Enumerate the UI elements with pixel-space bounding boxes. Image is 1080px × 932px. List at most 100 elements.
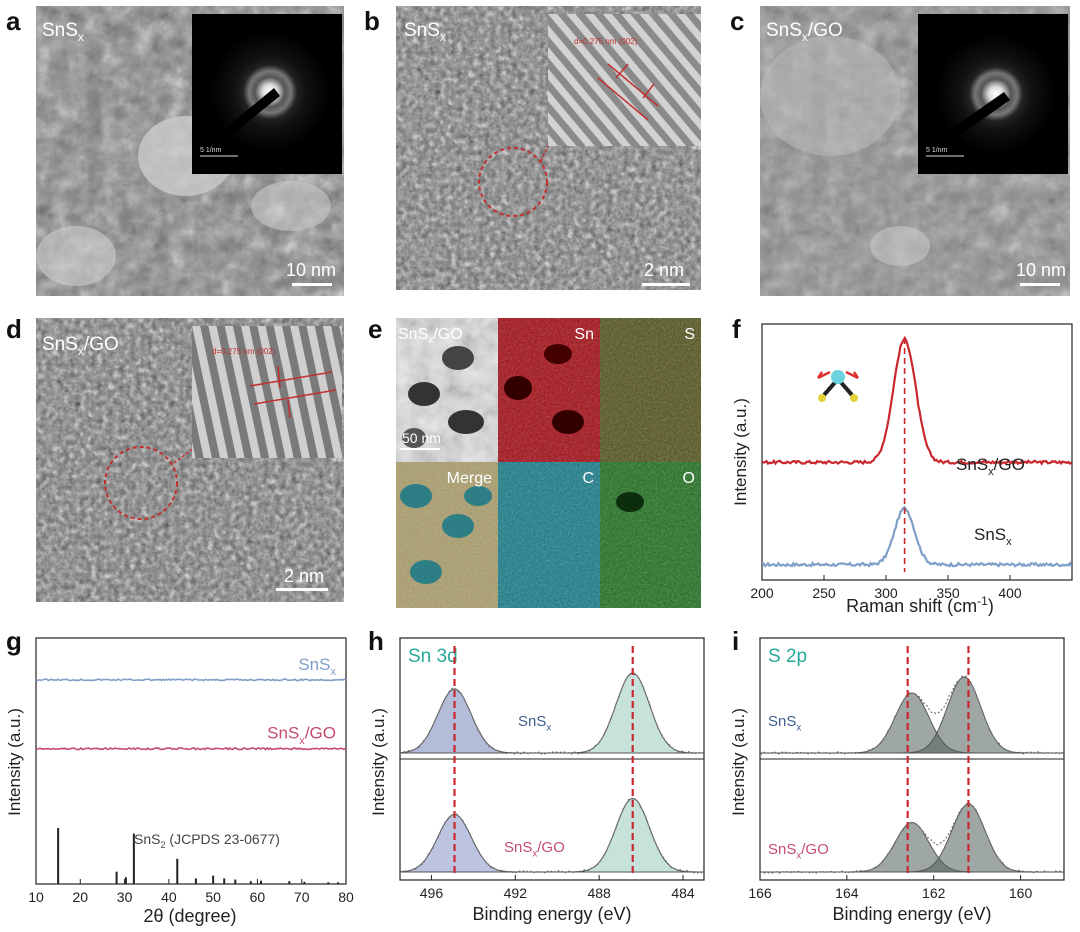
- scale-bar: [292, 283, 332, 286]
- series-line: [35, 678, 347, 682]
- plot-frame: [35, 637, 347, 885]
- vibration-arrow: [845, 370, 860, 380]
- saed-pattern: 5 1/nm: [926, 34, 1056, 157]
- scale-bar-label: 10 nm: [286, 260, 337, 280]
- series-label: SnSx/GO: [956, 455, 1025, 478]
- x-tick-label: 400: [998, 585, 1022, 601]
- panel-b: b SnSx d=0.275 nm (002) 2 nm: [360, 0, 710, 300]
- panel-label: c: [730, 6, 745, 36]
- series-label: SnSx: [768, 713, 801, 734]
- map-o: O: [600, 462, 701, 608]
- panel-label: g: [6, 626, 22, 656]
- hrtem-image: SnSx d=0.275 nm (002) 2 nm: [396, 6, 701, 290]
- series-label: SnSx: [974, 525, 1012, 548]
- map-label: Sn: [574, 326, 594, 343]
- scale-bar: [642, 283, 690, 286]
- panel-label: f: [732, 314, 741, 344]
- series-label: SnSx/GO: [768, 841, 829, 862]
- panel-label: i: [732, 626, 740, 656]
- fft-inset: d=0.275 nm (002): [192, 326, 342, 458]
- series-line: [762, 506, 1073, 568]
- scale-bar: [400, 448, 440, 450]
- tem-image: SnSx/GO 5 1/nm 10 nm: [760, 6, 1070, 296]
- x-axis-label: Binding energy (eV): [472, 904, 631, 924]
- molecule-atom: [831, 370, 845, 384]
- raman-chart: 200 250 300 350 400 Intensity (a.u.) Raman shi…: [731, 323, 1073, 616]
- x-tick-label: 492: [504, 885, 528, 901]
- x-tick-label: 20: [72, 889, 88, 905]
- x-axis-label: Binding energy (eV): [832, 904, 991, 924]
- map-texture: [600, 462, 701, 608]
- sample-label: SnSx/GO: [42, 334, 119, 358]
- panel-label: a: [6, 6, 21, 36]
- panel-c: c SnSx/GO 5 1/nm 10 nm: [720, 0, 1080, 300]
- haadf-texture: [396, 318, 498, 462]
- x-tick-label: 50: [205, 889, 221, 905]
- x-tick-label: 160: [1009, 885, 1033, 901]
- panel-label: h: [368, 626, 384, 656]
- map-texture: [498, 462, 600, 608]
- series-line: [35, 746, 347, 751]
- map-label: O: [682, 470, 695, 487]
- tem-texture: [760, 6, 1070, 296]
- panel-i: i 166 164 162 160 Intensity (a.u.) Binding en…: [720, 622, 1080, 932]
- series-label: SnSx: [518, 713, 551, 734]
- saed-inset: 5 1/nm: [192, 14, 342, 174]
- map-c: C: [498, 462, 600, 608]
- vibration-arrow: [816, 370, 831, 380]
- series-line: [761, 335, 1073, 466]
- map-texture: [498, 318, 600, 462]
- xrd-chart: 10 20 30 40 50 60 70 80 Intensity (a.u.) 2θ (degr…: [5, 637, 354, 926]
- sample-label: SnSx/GO: [766, 20, 843, 44]
- map-texture: [396, 462, 498, 608]
- fft-inset: d=0.275 nm (002): [548, 14, 701, 146]
- x-tick-label: 166: [748, 885, 772, 901]
- chart-title: S 2p: [768, 646, 807, 667]
- raw-envelope: [399, 670, 705, 755]
- series-label: SnSx/GO: [267, 724, 336, 747]
- x-tick-label: 40: [161, 889, 177, 905]
- sample-label: SnSx/GO: [398, 326, 463, 347]
- x-tick-label: 200: [750, 585, 774, 601]
- x-tick-label: 350: [936, 585, 960, 601]
- d-spacing-label: d=0.275 nm (002): [212, 347, 276, 356]
- map-sn: Sn: [498, 318, 600, 462]
- d-spacing-label: d=0.275 nm (002): [574, 37, 638, 46]
- map-label: C: [582, 470, 594, 487]
- reference-label: SnS2 (JCPDS 23-0677): [134, 831, 280, 850]
- raw-envelope: [399, 798, 705, 874]
- series-label: SnSx/GO: [504, 839, 565, 860]
- x-tick-label: 80: [338, 889, 354, 905]
- scale-bar-label: 2 nm: [644, 260, 685, 280]
- scale-bar-label: 10 nm: [1016, 260, 1067, 280]
- raw-envelope: [759, 675, 1065, 755]
- map-merge: Merge: [396, 462, 498, 608]
- y-axis-label: Intensity (a.u.): [731, 398, 750, 506]
- x-tick-label: 60: [250, 889, 266, 905]
- y-axis-label: Intensity (a.u.): [369, 708, 388, 816]
- map-s: S: [600, 318, 701, 462]
- tem-image: SnSx 5 1/nm 10 nm: [36, 6, 344, 296]
- panel-h: h 496 492 488 484 Intensity (a.u.) Binding en…: [360, 622, 720, 932]
- series-label: SnSx: [298, 655, 336, 678]
- sample-label: SnSx: [404, 20, 446, 44]
- panel-f: f 200 250 300 350 400 Intensity (a.u.) Raman s…: [720, 312, 1080, 622]
- scale-bar-label: 2 nm: [284, 566, 325, 586]
- lattice-fringes: d=0.275 nm (002): [548, 14, 701, 146]
- lattice-fringes: d=0.275 nm (002): [192, 326, 342, 458]
- y-axis-label: Intensity (a.u.): [729, 708, 748, 816]
- plot-frame: [761, 323, 1073, 581]
- x-axis-label: 2θ (degree): [143, 906, 236, 926]
- map-label: S: [684, 326, 695, 343]
- panel-a: a SnSx 5 1/nm 10 nm: [0, 0, 350, 300]
- eds-map-grid: SnSx/GO 50 nm Sn S Merge C O: [396, 318, 701, 608]
- x-tick-label: 70: [294, 889, 310, 905]
- panel-label: d: [6, 314, 22, 344]
- x-tick-label: 496: [420, 885, 444, 901]
- panel-label: b: [364, 6, 380, 36]
- x-axis-label: Raman shift (cm-1): [846, 594, 994, 616]
- xps-sn3d-chart: 496 492 488 484 Intensity (a.u.) Binding ener…: [369, 637, 705, 924]
- saed-pattern: 5 1/nm: [192, 32, 330, 162]
- scale-bar-label: 50 nm: [402, 430, 441, 446]
- saed-scale-label: 5 1/nm: [926, 147, 948, 154]
